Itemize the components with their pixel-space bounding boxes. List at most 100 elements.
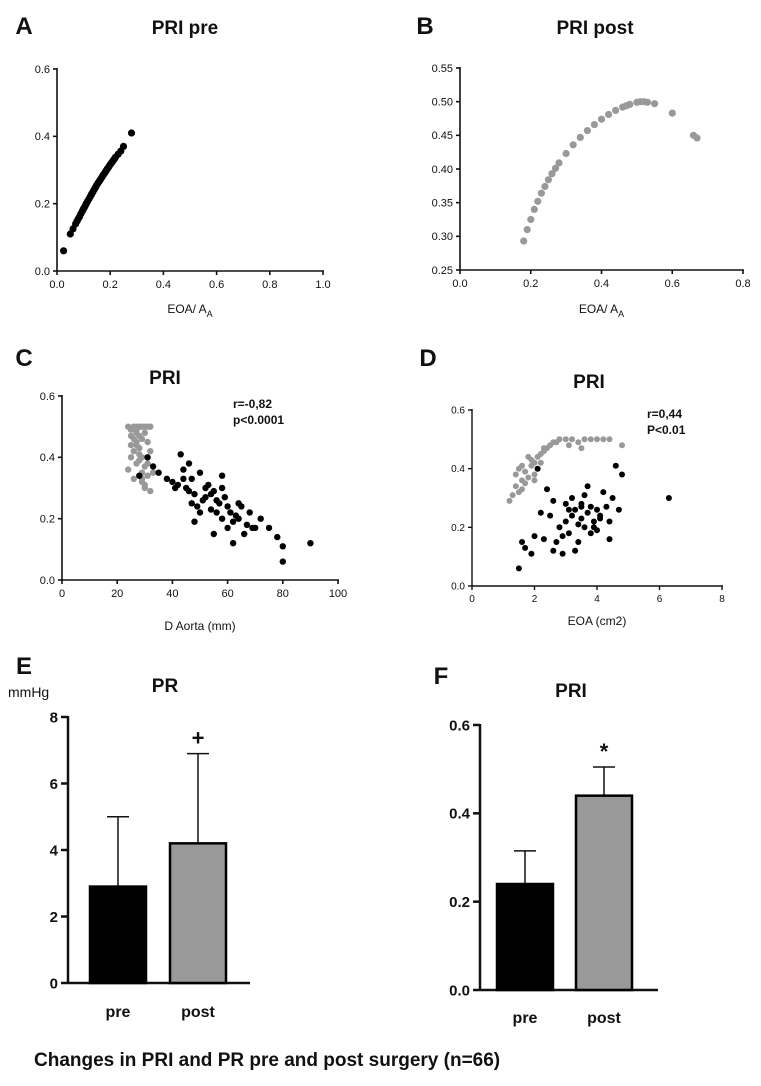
y-tick-label-D: 0.4 bbox=[451, 464, 465, 475]
panel-title-B: PRI post bbox=[556, 18, 634, 39]
data-point-pre bbox=[550, 497, 557, 504]
x-axis-label-subscript: A bbox=[618, 309, 624, 319]
data-point-post bbox=[147, 448, 154, 455]
data-point-pre bbox=[615, 506, 622, 513]
x-tick-label-C: 0 bbox=[59, 588, 65, 600]
data-point-pre bbox=[619, 471, 625, 478]
y-tick-label-F: 0.0 bbox=[449, 982, 470, 999]
data-point-post bbox=[149, 469, 157, 476]
data-point-post bbox=[562, 436, 569, 443]
data-point-post bbox=[509, 492, 516, 499]
x-tick-label-A: 0.4 bbox=[156, 279, 171, 291]
data-point-post bbox=[527, 215, 535, 224]
data-point-pre bbox=[188, 500, 195, 507]
data-point-post bbox=[519, 462, 525, 469]
data-point-pre bbox=[600, 489, 607, 496]
data-point-pre bbox=[572, 547, 579, 554]
bar-pre bbox=[88, 885, 148, 985]
data-point-pre bbox=[556, 524, 563, 531]
data-point-post bbox=[619, 442, 625, 449]
panel-B: B PRI post 0.25 0.30 0.35 0.40 0.45 0.50 0.55 0.0… bbox=[416, 13, 750, 319]
data-point-pre bbox=[590, 524, 597, 531]
data-point-post bbox=[512, 483, 519, 490]
data-point-pre bbox=[550, 547, 557, 554]
data-point-pre bbox=[584, 483, 591, 490]
data-point-post bbox=[578, 445, 585, 452]
data-point-post bbox=[569, 141, 577, 149]
y-tick-label-D: 0.6 bbox=[451, 406, 465, 417]
y-unit-label-E: mmHg bbox=[8, 684, 49, 700]
data-point-pre bbox=[213, 497, 220, 504]
data-point-post bbox=[531, 471, 538, 478]
data-point-pre bbox=[559, 533, 566, 540]
data-point-post bbox=[590, 121, 599, 129]
data-point-pre bbox=[213, 509, 220, 516]
data-point-post bbox=[147, 423, 154, 430]
y-tick-label-B: 0.35 bbox=[432, 198, 453, 210]
data-point-pre bbox=[196, 509, 204, 516]
data-point-pre bbox=[544, 486, 550, 493]
panel-label-C: C bbox=[15, 345, 32, 372]
data-point-pre bbox=[578, 515, 585, 522]
x-axis-label-subscript: A bbox=[207, 309, 213, 319]
data-point-pre bbox=[218, 472, 226, 479]
data-point-post bbox=[693, 134, 701, 142]
x-tick-label-B: 0.4 bbox=[594, 278, 609, 290]
data-point-post bbox=[133, 426, 140, 433]
data-point-post bbox=[520, 237, 528, 245]
data-point-pre bbox=[235, 500, 242, 507]
data-point-post bbox=[581, 436, 588, 443]
data-point-pre bbox=[594, 506, 600, 513]
data-point-pre bbox=[136, 472, 143, 479]
x-tick-label-C: 20 bbox=[111, 588, 123, 600]
x-tick-label-B: 0.2 bbox=[523, 278, 538, 290]
panel-label-F: F bbox=[434, 663, 449, 690]
data-point-pre bbox=[603, 503, 610, 510]
data-point-post bbox=[583, 127, 592, 135]
data-point-pre bbox=[185, 487, 193, 495]
x-axis-label-A: EOA/ AA bbox=[167, 302, 212, 319]
x-tick-label-D: 4 bbox=[594, 594, 600, 605]
data-point-pre bbox=[221, 494, 228, 501]
data-point-post bbox=[544, 176, 553, 184]
y-tick-label-E: 6 bbox=[50, 776, 58, 793]
data-point-pre bbox=[60, 247, 68, 255]
y-tick-label-F: 0.4 bbox=[449, 806, 471, 823]
significance-marker-post: * bbox=[600, 739, 609, 764]
data-point-pre bbox=[149, 463, 157, 470]
data-point-pre bbox=[227, 509, 234, 516]
data-point-pre bbox=[155, 469, 162, 476]
y-tick-label-B: 0.55 bbox=[432, 63, 453, 75]
data-point-pre bbox=[119, 142, 128, 150]
panel-label-A: A bbox=[15, 13, 32, 40]
data-point-pre bbox=[665, 495, 672, 501]
data-point-pre bbox=[279, 543, 286, 550]
y-tick-label-F: 0.2 bbox=[449, 894, 470, 911]
data-point-post bbox=[530, 205, 538, 213]
data-point-pre bbox=[528, 550, 535, 557]
data-point-pre bbox=[584, 509, 591, 516]
data-point-post bbox=[522, 480, 529, 487]
data-point-post bbox=[522, 468, 529, 475]
data-point-pre bbox=[224, 503, 231, 510]
x-tick-label-A: 0.0 bbox=[49, 279, 64, 291]
data-point-post bbox=[136, 451, 143, 458]
y-tick-label-B: 0.30 bbox=[432, 231, 453, 243]
panel-title-E: PR bbox=[152, 676, 179, 697]
data-point-pre bbox=[534, 465, 541, 472]
data-point-pre bbox=[569, 512, 575, 519]
data-point-post bbox=[612, 106, 620, 114]
x-axis-label-D: EOA (cm2) bbox=[568, 614, 627, 628]
y-tick-label-E: 0 bbox=[50, 975, 58, 992]
data-point-pre bbox=[562, 500, 569, 507]
data-point-pre bbox=[540, 536, 547, 543]
data-point-pre bbox=[609, 495, 616, 501]
data-point-pre bbox=[587, 530, 594, 537]
x-tick-label-B: 0.6 bbox=[665, 278, 680, 290]
data-point-pre bbox=[265, 524, 273, 532]
y-tick-label-C: 0.0 bbox=[40, 575, 55, 587]
data-point-post bbox=[125, 466, 132, 473]
x-tick-label-D: 0 bbox=[469, 594, 475, 605]
data-point-post bbox=[512, 471, 519, 478]
